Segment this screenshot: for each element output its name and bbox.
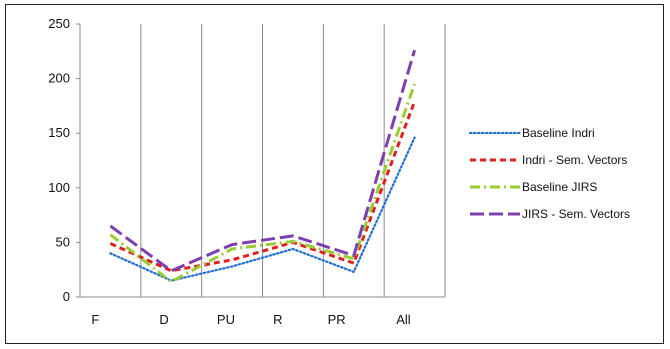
axes [76, 23, 445, 298]
x-tick-label: F [91, 312, 99, 327]
y-tick-label: 0 [63, 289, 70, 304]
series-line-3 [109, 83, 416, 284]
legend-label: JIRS - Sem. Vectors [522, 207, 630, 221]
y-tick-label: 200 [48, 71, 70, 86]
x-tick-label: R [273, 312, 282, 327]
x-tick-label: D [159, 312, 168, 327]
chart-frame [5, 4, 664, 344]
tick-labels: 0 50 100 150 200 250 F D PU R PR All [48, 16, 410, 327]
series-lines [109, 49, 417, 284]
x-tick-label: PU [217, 312, 235, 327]
series-line-1 [109, 136, 416, 282]
legend: Baseline Indri Indri - Sem. Vectors Baseli… [468, 126, 630, 221]
series-line-2 [109, 101, 416, 273]
grid-lines [79, 24, 446, 297]
legend-label: Baseline Indri [522, 126, 595, 140]
legend-label: Baseline JIRS [522, 180, 597, 194]
x-tick-label: All [396, 312, 411, 327]
y-tick-label: 150 [48, 125, 70, 140]
y-tick-label: 100 [48, 180, 70, 195]
y-tick-label: 50 [56, 234, 70, 249]
x-tick-label: PR [328, 312, 346, 327]
y-tick-label: 250 [48, 16, 70, 31]
legend-label: Indri - Sem. Vectors [522, 153, 627, 167]
series-line-4 [109, 49, 417, 273]
